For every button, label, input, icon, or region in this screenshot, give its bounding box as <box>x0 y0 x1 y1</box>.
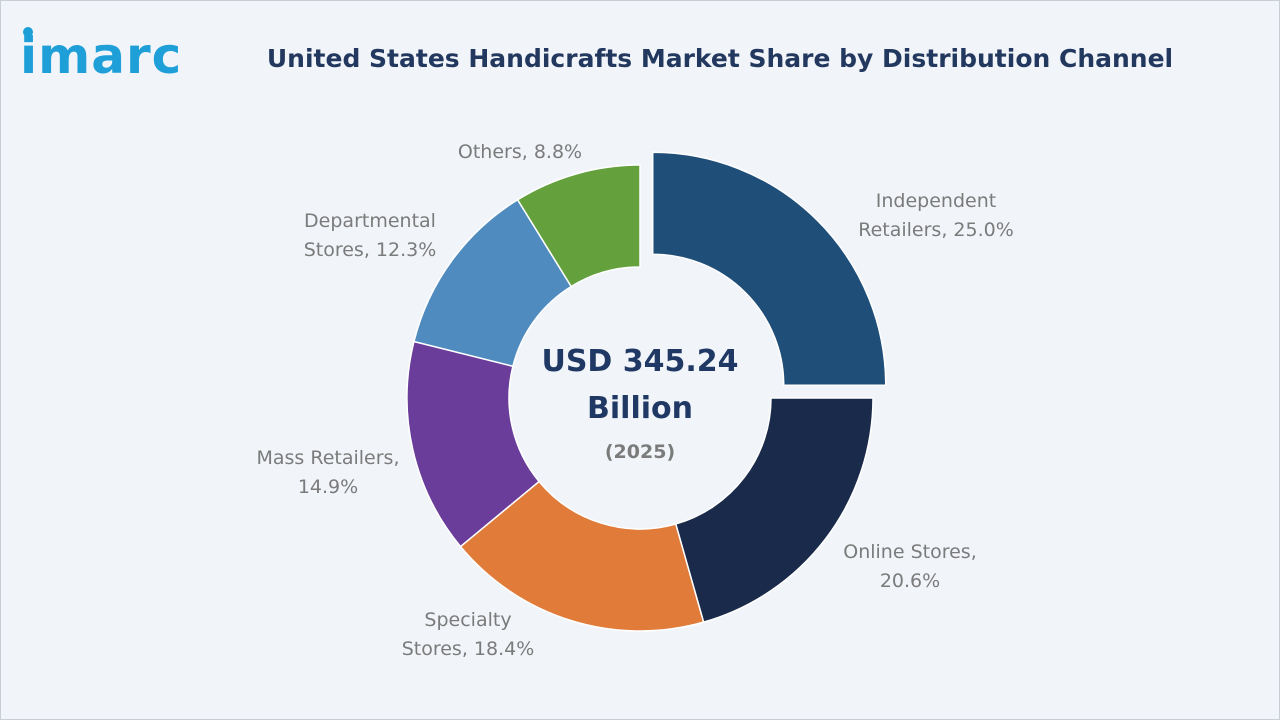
label-online-stores: Online Stores, 20.6% <box>843 541 976 592</box>
label-others: Others, 8.8% <box>458 141 582 163</box>
slice-specialty-stores <box>459 480 705 632</box>
logo-dot <box>23 27 33 37</box>
label-line: Retailers, 25.0% <box>858 219 1014 241</box>
label-line: Others, 8.8% <box>458 141 582 163</box>
slice-online-stores <box>674 397 874 624</box>
label-line: Stores, 12.3% <box>304 239 437 261</box>
label-line: Mass Retailers, <box>256 447 399 469</box>
slice-mass-retailers <box>406 340 541 548</box>
label-departmental-stores: Departmental Stores, 12.3% <box>304 210 437 261</box>
center-year: (2025) <box>605 441 675 463</box>
center-value-line2: Billion <box>587 391 693 426</box>
slice-others <box>516 164 641 288</box>
label-independent-retailers: Independent Retailers, 25.0% <box>858 190 1014 241</box>
imarc-logo: imarc <box>20 27 182 85</box>
label-line: Specialty <box>424 609 511 631</box>
label-line: 14.9% <box>298 476 358 498</box>
label-line: Online Stores, <box>843 541 976 563</box>
slice-labels: Independent Retailers, 25.0% Online Stores… <box>256 141 1013 660</box>
label-mass-retailers: Mass Retailers, 14.9% <box>256 447 399 498</box>
label-line: Stores, 18.4% <box>402 638 535 660</box>
logo-text: imarc <box>20 27 182 85</box>
label-line: Independent <box>876 190 996 212</box>
center-value-line1: USD 345.24 <box>541 344 738 379</box>
label-line: Departmental <box>304 210 436 232</box>
donut-slices <box>406 151 887 632</box>
label-specialty-stores: Specialty Stores, 18.4% <box>402 609 535 660</box>
slice-independent-retailers <box>651 151 887 387</box>
chart-title: United States Handicrafts Market Share b… <box>266 44 1174 73</box>
label-line: 20.6% <box>880 570 940 592</box>
